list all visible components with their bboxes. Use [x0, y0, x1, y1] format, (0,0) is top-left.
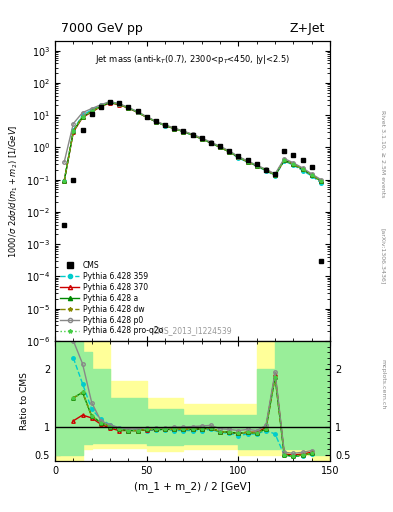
Legend: CMS, Pythia 6.428 359, Pythia 6.428 370, Pythia 6.428 a, Pythia 6.428 dw, Pythia: CMS, Pythia 6.428 359, Pythia 6.428 370,…	[59, 260, 164, 337]
Text: Rivet 3.1.10, ≥ 2.5M events: Rivet 3.1.10, ≥ 2.5M events	[381, 110, 386, 197]
Text: 7000 GeV pp: 7000 GeV pp	[61, 22, 142, 35]
Text: CMS_2013_I1224539: CMS_2013_I1224539	[153, 326, 232, 335]
Y-axis label: $1000/\sigma\ 2d\sigma/d(m_1 + m_2)\ [1/GeV]$: $1000/\sigma\ 2d\sigma/d(m_1 + m_2)\ [1/…	[8, 124, 20, 258]
Y-axis label: Ratio to CMS: Ratio to CMS	[20, 372, 29, 430]
Text: [arXiv:1306.3436]: [arXiv:1306.3436]	[381, 228, 386, 284]
Text: Jet mass (anti-k$_T$(0.7), 2300<p$_T$<450, |y|<2.5): Jet mass (anti-k$_T$(0.7), 2300<p$_T$<45…	[95, 53, 290, 66]
Text: Z+Jet: Z+Jet	[289, 22, 325, 35]
X-axis label: (m_1 + m_2) / 2 [GeV]: (m_1 + m_2) / 2 [GeV]	[134, 481, 251, 492]
Text: mcplots.cern.ch: mcplots.cern.ch	[381, 359, 386, 409]
